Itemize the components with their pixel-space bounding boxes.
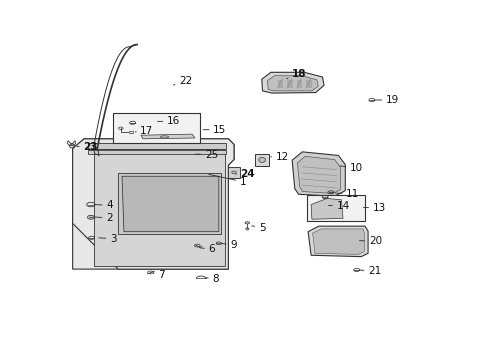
Text: 7: 7 [153, 270, 165, 280]
Polygon shape [94, 149, 224, 266]
Text: 21: 21 [360, 266, 381, 276]
Text: 23: 23 [77, 142, 98, 152]
Text: 1: 1 [209, 174, 246, 187]
Text: 5: 5 [252, 222, 266, 233]
Text: 13: 13 [364, 203, 386, 213]
Text: 11: 11 [335, 189, 359, 199]
Text: 14: 14 [328, 201, 350, 211]
Text: 22: 22 [173, 76, 192, 86]
Bar [113, 113, 200, 143]
Polygon shape [292, 152, 345, 196]
Bar [278, 80, 283, 87]
Text: 6: 6 [200, 244, 215, 254]
Text: 15: 15 [203, 125, 226, 135]
Polygon shape [141, 134, 195, 139]
Polygon shape [73, 139, 234, 269]
Text: 18: 18 [287, 69, 307, 79]
Polygon shape [122, 176, 219, 232]
Bar [287, 80, 293, 87]
Bar [306, 80, 312, 87]
Polygon shape [88, 143, 226, 149]
Text: 4: 4 [95, 201, 113, 210]
Text: 20: 20 [360, 237, 382, 246]
Ellipse shape [259, 157, 266, 162]
Polygon shape [262, 72, 324, 93]
Polygon shape [118, 174, 220, 234]
Ellipse shape [160, 136, 169, 138]
Text: 9: 9 [222, 240, 237, 250]
Polygon shape [308, 226, 368, 257]
Polygon shape [88, 150, 226, 154]
Text: 8: 8 [206, 274, 219, 284]
Polygon shape [311, 198, 343, 219]
Ellipse shape [232, 171, 236, 174]
Text: 24: 24 [235, 169, 255, 179]
Polygon shape [313, 229, 364, 255]
Bar [228, 167, 240, 177]
Text: 2: 2 [95, 213, 113, 223]
Text: 3: 3 [98, 234, 117, 244]
Text: 17: 17 [135, 126, 153, 135]
Bar [297, 80, 302, 87]
Polygon shape [73, 139, 234, 269]
Text: 19: 19 [375, 95, 399, 105]
Polygon shape [297, 156, 341, 193]
Text: 12: 12 [271, 152, 289, 162]
Text: 10: 10 [340, 163, 363, 173]
Bar [255, 154, 270, 166]
Bar [307, 195, 365, 221]
Text: 16: 16 [158, 116, 180, 126]
Ellipse shape [245, 222, 249, 224]
Text: 25: 25 [196, 150, 218, 159]
Polygon shape [268, 76, 318, 91]
